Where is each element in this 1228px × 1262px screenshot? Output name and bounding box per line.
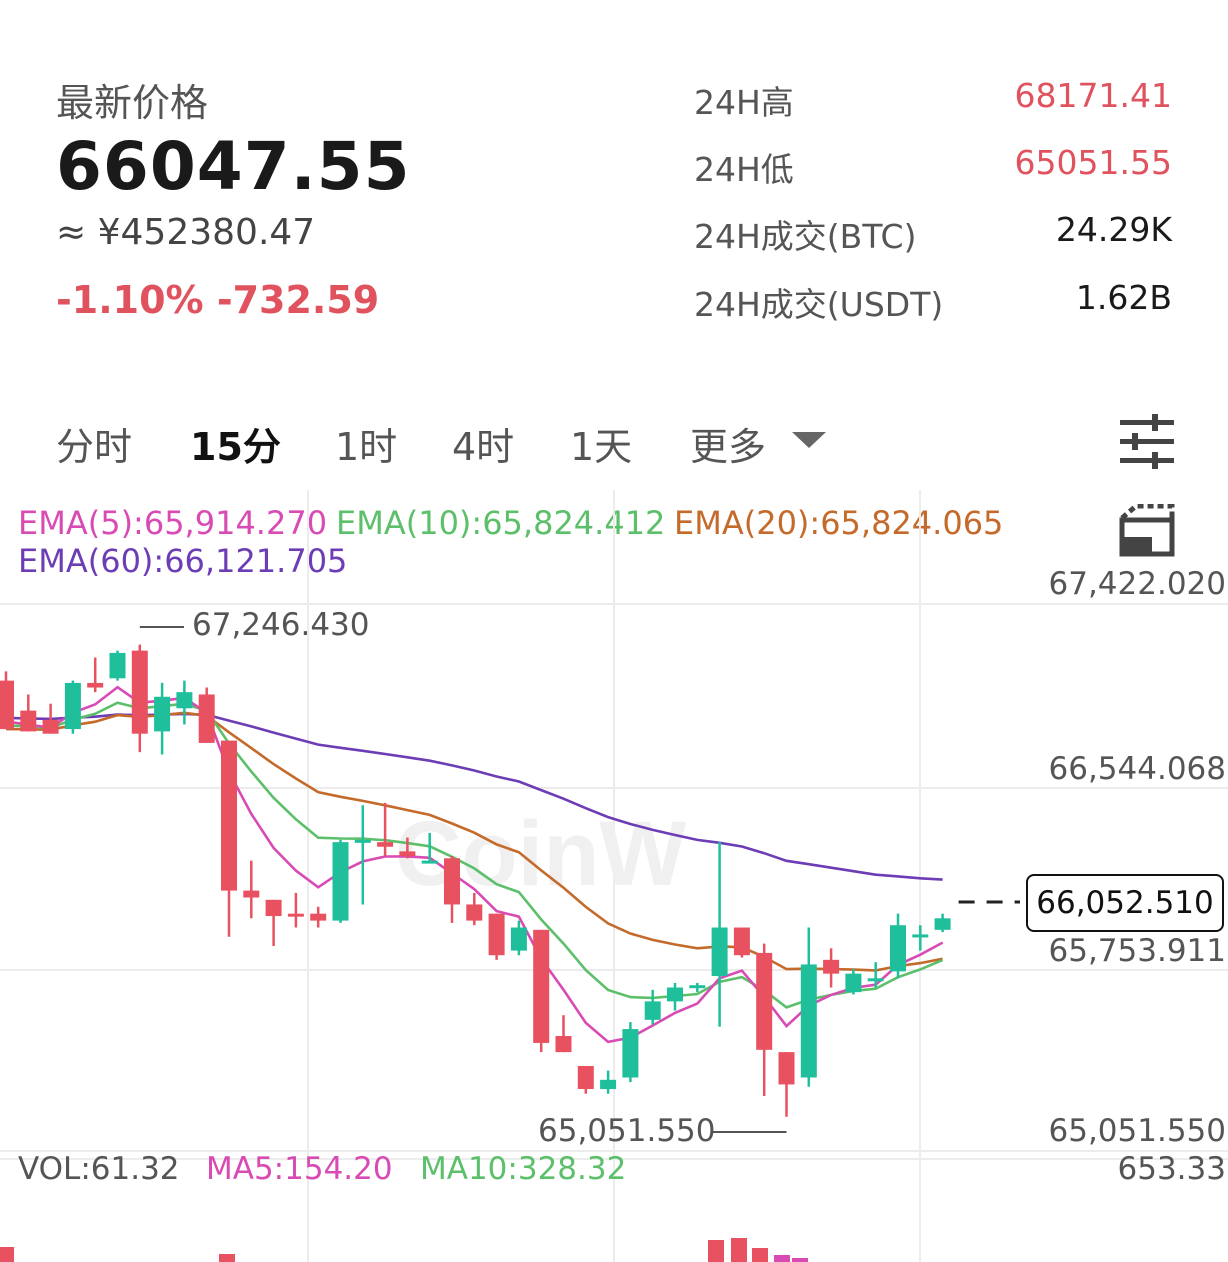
vol-axis-max: 653.33 (1117, 1151, 1226, 1187)
last-price-tag: 66,052.510 (1026, 874, 1224, 932)
candle (756, 952, 773, 1050)
candle (644, 1001, 661, 1020)
low-marker-label: 65,051.550 (538, 1113, 716, 1149)
sliders-icon[interactable] (1118, 412, 1176, 470)
candle (287, 913, 304, 917)
fullscreen-icon[interactable] (1118, 504, 1176, 558)
candle (934, 918, 951, 930)
price-label: 最新价格 (56, 81, 209, 125)
price-change: -1.10% -732.59 (56, 278, 380, 322)
candle (64, 682, 81, 730)
tab-4h[interactable]: 4时 (452, 425, 515, 469)
candle (667, 987, 683, 1002)
stat-value-24h-vol-btc: 24.29K (1055, 210, 1172, 249)
y-axis-label: 65,753.911 (1048, 933, 1227, 969)
volume-bar (774, 1255, 790, 1262)
candle (488, 913, 505, 956)
candle (800, 964, 817, 1078)
stat-label-24h-vol-usdt: 24H成交(USDT) (694, 285, 944, 324)
tab-1h[interactable]: 1时 (335, 425, 398, 469)
candle (332, 842, 349, 921)
last-price: 66047.55 (56, 128, 411, 205)
tab-more[interactable]: 更多 (690, 425, 767, 469)
candle (890, 925, 906, 972)
volume-bar (752, 1248, 768, 1262)
stat-value-24h-high: 68171.41 (1014, 76, 1172, 115)
candle (399, 851, 416, 856)
stat-label-24h-vol-btc: 24H成交(BTC) (694, 217, 917, 256)
stat-label-24h-low: 24H低 (694, 150, 794, 189)
candle (867, 978, 884, 982)
stat-label-24h-high: 24H高 (694, 83, 794, 122)
volume-bar (731, 1238, 747, 1262)
candle (42, 719, 59, 734)
candle (600, 1079, 617, 1090)
candle (533, 929, 550, 1043)
candle (154, 696, 171, 732)
volume-bar (792, 1258, 808, 1262)
candle (444, 858, 460, 905)
candle (131, 650, 148, 734)
candle (845, 973, 862, 993)
candle (87, 682, 104, 688)
candle (555, 1035, 572, 1053)
vol-value: VOL:61.32 (18, 1151, 180, 1187)
candle (198, 694, 215, 743)
candle (377, 842, 394, 847)
vol-ma5: MA5:154.20 (206, 1151, 393, 1187)
tab-1d[interactable]: 1天 (570, 425, 633, 469)
cny-price: ≈ ¥452380.47 (56, 212, 316, 253)
high-marker-label: 67,246.430 (192, 607, 370, 643)
candle (689, 985, 706, 989)
stat-value-24h-vol-usdt: 1.62B (1075, 278, 1172, 317)
candle (823, 959, 840, 974)
candle (577, 1065, 594, 1090)
candle (221, 740, 237, 891)
y-axis-label: 66,544.068 (1048, 751, 1227, 787)
ema60-legend: EMA(60):66,121.705 (18, 542, 348, 580)
tab-15m[interactable]: 15分 (190, 425, 281, 469)
candle (176, 692, 193, 709)
candle (622, 1029, 639, 1078)
candle (510, 927, 527, 951)
ema20-legend: EMA(20):65,824.065 (674, 504, 1004, 542)
tab-timeline[interactable]: 分时 (56, 425, 133, 469)
candlestick-chart[interactable]: CoinW (0, 490, 1228, 1262)
candle (0, 680, 14, 730)
volume-bar (708, 1240, 724, 1262)
candle (778, 1052, 795, 1085)
candle (20, 710, 37, 732)
candle (466, 904, 483, 921)
chevron-down-icon[interactable] (792, 432, 826, 448)
volume-bar (219, 1254, 235, 1262)
candle (421, 860, 438, 864)
y-axis-label: 65,051.550 (1048, 1113, 1227, 1149)
candle (733, 927, 750, 956)
candle (912, 934, 929, 938)
stat-value-24h-low: 65051.55 (1014, 143, 1172, 182)
ema5-legend: EMA(5):65,914.270 (18, 504, 328, 542)
candle (354, 839, 371, 843)
ema10-legend: EMA(10):65,824.412 (336, 504, 666, 542)
candle (109, 652, 126, 679)
candle (265, 899, 282, 916)
y-axis-label: 67,422.020 (1048, 566, 1227, 602)
candle (243, 890, 260, 898)
vol-ma10: MA10:328.32 (420, 1151, 627, 1187)
candle (310, 913, 327, 921)
volume-bar (0, 1247, 14, 1262)
candle (711, 927, 728, 976)
